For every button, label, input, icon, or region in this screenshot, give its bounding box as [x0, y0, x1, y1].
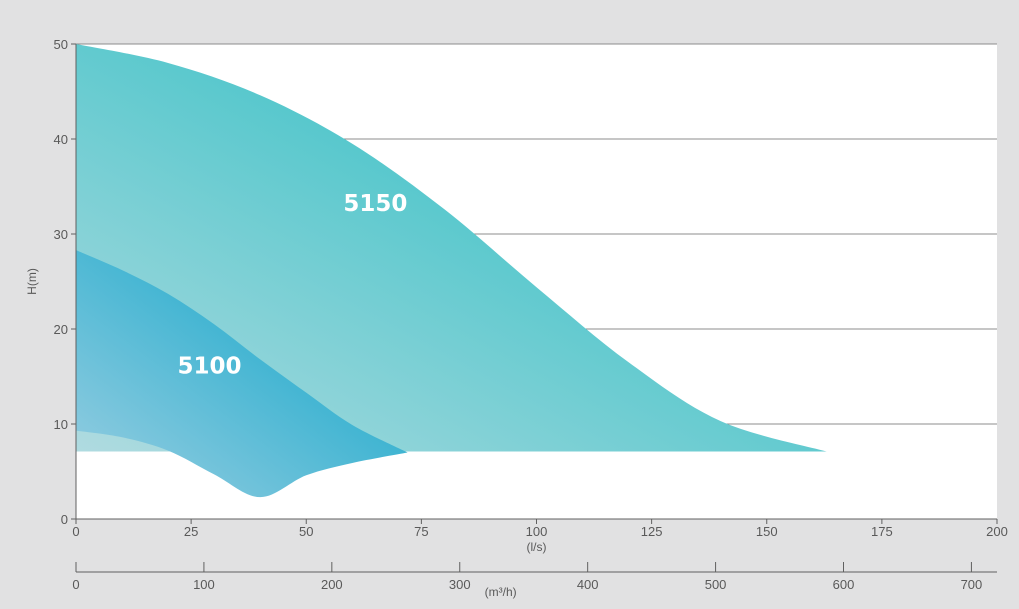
x-tick-label: 175 — [871, 524, 893, 539]
x-tick-label: 25 — [184, 524, 198, 539]
region-label-5100: 5100 — [178, 354, 242, 380]
y-tick-label: 50 — [54, 37, 68, 52]
region-label-5150: 5150 — [343, 191, 407, 217]
x2-tick-label: 500 — [705, 577, 727, 592]
x2-tick-label: 0 — [72, 577, 79, 592]
x-tick-label: 200 — [986, 524, 1008, 539]
region-5150 — [76, 44, 827, 452]
y-tick-label: 40 — [54, 132, 68, 147]
x2-tick-label: 200 — [321, 577, 343, 592]
region-5100 — [76, 250, 408, 498]
x2-tick-label: 300 — [449, 577, 471, 592]
y-tick-label: 30 — [54, 227, 68, 242]
x-tick-label: 100 — [526, 524, 548, 539]
x-tick-label: 75 — [414, 524, 428, 539]
x2-tick-label: 600 — [833, 577, 855, 592]
x-axis-title: (l/s) — [527, 540, 547, 554]
x2-axis-title: (m³/h) — [485, 585, 517, 599]
x-tick-label: 125 — [641, 524, 663, 539]
x-tick-label: 150 — [756, 524, 778, 539]
y-tick-label: 0 — [61, 512, 68, 527]
x2-tick-label: 400 — [577, 577, 599, 592]
y-tick-label: 10 — [54, 417, 68, 432]
x-tick-label: 0 — [72, 524, 79, 539]
x2-tick-label: 700 — [961, 577, 983, 592]
y-tick-label: 20 — [54, 322, 68, 337]
x2-tick-label: 100 — [193, 577, 215, 592]
y-axis-title: H(m) — [25, 268, 39, 295]
x-tick-label: 50 — [299, 524, 313, 539]
